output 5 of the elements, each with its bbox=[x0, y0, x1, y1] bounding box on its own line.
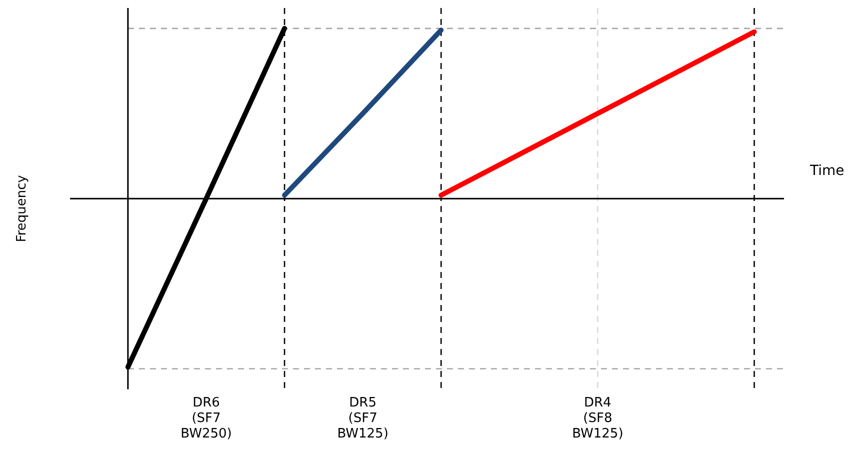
x-tick-label: DR5 (SF7 BW125) bbox=[337, 395, 388, 442]
x-axis-title: Time bbox=[809, 163, 844, 180]
text: Frequency bbox=[14, 174, 30, 242]
x-tick-label: DR4 (SF8 BW125) bbox=[572, 395, 624, 442]
x-tick-label: DR6 (SF7 BW250) bbox=[180, 395, 232, 442]
